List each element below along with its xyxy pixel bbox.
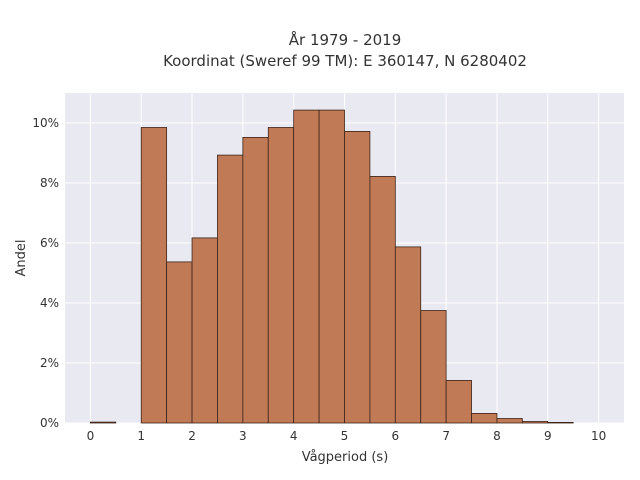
- histogram-bar: [471, 412, 498, 424]
- histogram-bar: [318, 109, 345, 424]
- y-tick-label: 4%: [40, 296, 59, 310]
- histogram-bar: [191, 237, 218, 424]
- x-tick-label: 9: [544, 429, 552, 443]
- y-tick-label: 8%: [40, 176, 59, 190]
- y-tick-labels: 0% 2% 4% 6% 8% 10%: [32, 116, 59, 430]
- y-tick-label: 6%: [40, 236, 59, 250]
- histogram-bar: [394, 246, 422, 424]
- x-tick-label: 6: [391, 429, 399, 443]
- x-tick-label: 10: [591, 429, 606, 443]
- x-tick-label: 1: [137, 429, 145, 443]
- histogram-bars: [90, 109, 574, 424]
- y-tick-label: 2%: [40, 356, 59, 370]
- histogram-bar: [445, 379, 472, 424]
- y-tick-label: 0%: [40, 416, 59, 430]
- x-tick-label: 4: [290, 429, 298, 443]
- x-axis-label: Vågperiod (s): [302, 450, 389, 465]
- y-tick-label: 10%: [32, 116, 59, 130]
- y-axis-label: Andel: [14, 240, 29, 277]
- histogram-bar: [521, 421, 549, 424]
- x-tick-label: 3: [239, 429, 247, 443]
- histogram-bar: [420, 310, 447, 424]
- histogram-bar: [267, 127, 295, 424]
- histogram-bar: [293, 109, 320, 424]
- x-tick-labels: 0 1 2 3 4 5 6 7 8 9 10: [87, 429, 607, 443]
- histogram-bar: [90, 421, 117, 424]
- histogram-bar: [242, 136, 269, 424]
- x-tick-label: 5: [341, 429, 349, 443]
- histogram-bar: [547, 421, 574, 424]
- x-tick-label: 7: [442, 429, 450, 443]
- histogram-bar: [344, 130, 371, 424]
- histogram-bar: [140, 127, 168, 424]
- histogram-bar: [217, 154, 244, 424]
- x-tick-label: 2: [188, 429, 196, 443]
- chart-title-line-2: Koordinat (Sweref 99 TM): E 360147, N 62…: [163, 52, 527, 70]
- histogram-bar: [369, 175, 396, 424]
- chart-title-line-1: År 1979 - 2019: [289, 30, 402, 49]
- histogram-bar: [496, 418, 523, 424]
- histogram-bar: [166, 261, 193, 424]
- x-tick-label: 0: [87, 429, 95, 443]
- x-tick-label: 8: [493, 429, 501, 443]
